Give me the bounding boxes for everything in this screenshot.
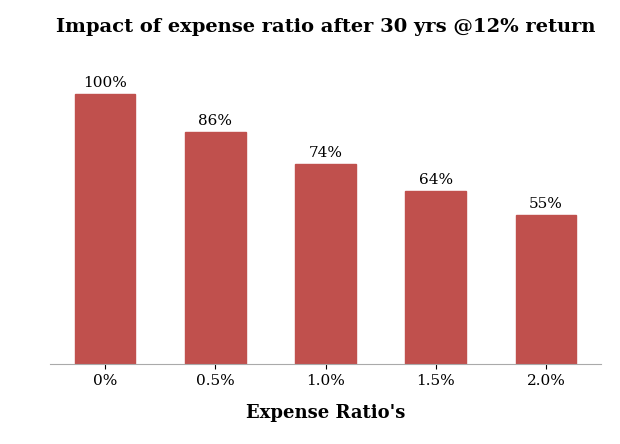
Text: 100%: 100% [83, 76, 127, 90]
Bar [295, 164, 356, 364]
Text: 86%: 86% [198, 114, 232, 127]
Text: 55%: 55% [529, 198, 563, 211]
Bar [405, 191, 466, 364]
Bar [74, 94, 135, 364]
Text: 74%: 74% [309, 146, 342, 160]
X-axis label: Expense Ratio's: Expense Ratio's [246, 404, 405, 423]
Text: 64%: 64% [418, 173, 453, 187]
Title: Impact of expense ratio after 30 yrs @12% return: Impact of expense ratio after 30 yrs @12… [56, 19, 595, 36]
Bar [516, 215, 577, 364]
Bar [185, 132, 246, 364]
